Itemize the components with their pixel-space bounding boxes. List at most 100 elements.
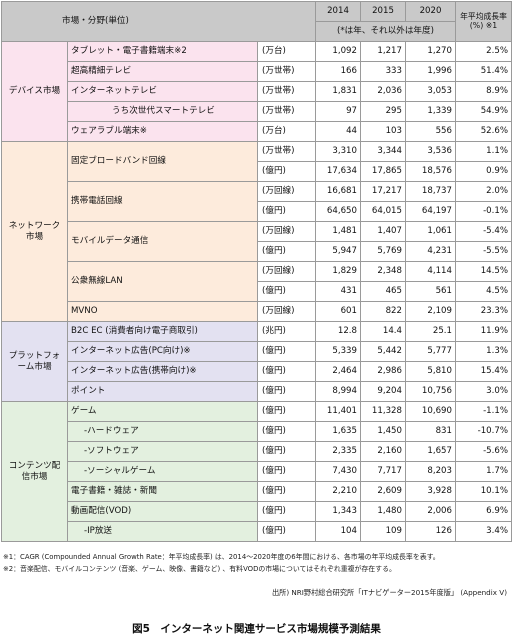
header-market-title: 市場・分野(単位) xyxy=(1,1,316,42)
item-name: 携帯電話回線 xyxy=(67,181,258,222)
value-2020: 561 xyxy=(405,281,456,302)
table-row: コンテンツ配信市場 ゲーム (億円) 11,401 11,328 10,690 -1.1% xyxy=(1,401,512,542)
header-year-2015: 2015 xyxy=(360,1,406,22)
value-cagr: 15.4% xyxy=(455,361,512,382)
value-2020: 64,197 xyxy=(405,201,456,222)
unit-cell: (億円) xyxy=(257,161,316,182)
value-2014: 1,092 xyxy=(315,41,361,62)
header-year-2020: 2020 xyxy=(405,1,456,22)
value-2015: 822 xyxy=(360,301,406,322)
value-2015: 465 xyxy=(360,281,406,302)
value-2020: 2,109 xyxy=(405,301,456,322)
value-2015: 103 xyxy=(360,121,406,142)
value-cagr: 10.1% xyxy=(455,481,512,502)
unit-cell: (億円) xyxy=(257,481,316,502)
unit-cell: (万世帯) xyxy=(257,141,316,162)
value-cagr: 0.9% xyxy=(455,161,512,182)
value-2020: 831 xyxy=(405,421,456,442)
value-2020: 1,270 xyxy=(405,41,456,62)
value-2015: 5,442 xyxy=(360,341,406,362)
header-year-2014: 2014 xyxy=(315,1,361,22)
unit-cell: (億円) xyxy=(257,361,316,382)
unit-cell: (万回線) xyxy=(257,261,316,282)
item-name: -ハードウェア xyxy=(67,421,258,442)
value-2020: 1,657 xyxy=(405,441,456,462)
table-row: 公衆無線LAN (万回線) 1,829 2,348 4,114 14.5% xyxy=(2,261,512,302)
table-row: 携帯電話回線 (万回線) 16,681 17,217 18,737 2.0% xyxy=(2,181,512,222)
value-2014: 7,430 xyxy=(315,461,361,482)
value-2014: 5,947 xyxy=(315,241,361,262)
value-2020: 1,996 xyxy=(405,61,456,82)
value-2015: 17,217 xyxy=(360,181,406,202)
item-name: インターネットテレビ xyxy=(67,81,258,102)
unit-cell: (万回線) xyxy=(257,221,316,242)
table-row: ウェアラブル端末※ (万台) 44 103 556 52.6% xyxy=(2,121,512,142)
value-cagr: -0.1% xyxy=(455,201,512,222)
value-2015: 1,480 xyxy=(360,501,406,522)
value-2020: 10,756 xyxy=(405,381,456,402)
value-cagr: -1.1% xyxy=(455,401,512,422)
header-cagr: 年平均成長率(%) ※1 xyxy=(455,1,512,42)
unit-cell: (億円) xyxy=(257,381,316,402)
item-name: B2C EC (消費者向け電子商取引) xyxy=(67,321,258,342)
value-2014: 1,343 xyxy=(315,501,361,522)
value-cagr: 3.4% xyxy=(455,521,512,542)
value-cagr: -10.7% xyxy=(455,421,512,442)
value-2020: 18,737 xyxy=(405,181,456,202)
unit-cell: (億円) xyxy=(257,441,316,462)
value-cagr: -5.4% xyxy=(455,221,512,242)
table-row: ネットワーク市場 固定ブロードバンド回線 (万世帯) 3,310 3,344 3,536 1… xyxy=(1,141,512,322)
value-2020: 8,203 xyxy=(405,461,456,482)
table-row: インターネット広告(PC向け)※ (億円) 5,339 5,442 5,777 1.3% xyxy=(2,341,512,362)
table-row: うち次世代スマートテレビ (万世帯) 97 295 1,339 54.9% xyxy=(2,101,512,122)
value-2020: 2,006 xyxy=(405,501,456,522)
value-cagr: 54.9% xyxy=(455,101,512,122)
unit-cell: (億円) xyxy=(257,201,316,222)
value-2020: 5,810 xyxy=(405,361,456,382)
item-name: -ソーシャルゲーム xyxy=(67,461,258,482)
unit-cell: (万世帯) xyxy=(257,81,316,102)
value-2015: 295 xyxy=(360,101,406,122)
value-cagr: -5.6% xyxy=(455,441,512,462)
header-year-note: (*は年、それ以外は年度) xyxy=(315,21,456,42)
content-category-label: コンテンツ配信市場 xyxy=(1,401,68,542)
unit-cell: (億円) xyxy=(257,521,316,542)
value-cagr: 1.1% xyxy=(455,141,512,162)
value-cagr: 3.0% xyxy=(455,381,512,402)
value-cagr: 51.4% xyxy=(455,61,512,82)
value-2015: 11,328 xyxy=(360,401,406,422)
unit-cell: (万世帯) xyxy=(257,61,316,82)
table-row: (億円) 431 465 561 4.5% xyxy=(2,281,512,302)
item-name: タブレット・電子書籍端末※2 xyxy=(67,41,258,62)
item-name: インターネット広告(PC向け)※ xyxy=(67,341,258,362)
value-2020: 10,690 xyxy=(405,401,456,422)
value-2015: 5,769 xyxy=(360,241,406,262)
value-2015: 9,204 xyxy=(360,381,406,402)
value-2020: 3,053 xyxy=(405,81,456,102)
value-2015: 2,348 xyxy=(360,261,406,282)
unit-cell: (万世帯) xyxy=(257,101,316,122)
value-cagr: -5.5% xyxy=(455,241,512,262)
footnote-1: ※1：CAGR (Compounded Annual Growth Rate：年… xyxy=(3,553,440,561)
value-cagr: 1.3% xyxy=(455,341,512,362)
table-row: プラットフォーム市場 B2C EC (消費者向け電子商取引) (兆円) 12.8 14.… xyxy=(1,321,512,402)
value-cagr: 8.9% xyxy=(455,81,512,102)
value-2020: 1,339 xyxy=(405,101,456,122)
footnote-2: ※2：音楽配信、モバイルコンテンツ (音楽、ゲーム、映像、書籍など) 、有料VO… xyxy=(3,565,396,573)
table-row: (億円) 17,634 17,865 18,576 0.9% xyxy=(2,161,512,182)
value-2014: 3,310 xyxy=(315,141,361,162)
value-cagr: 2.0% xyxy=(455,181,512,202)
value-2015: 7,717 xyxy=(360,461,406,482)
value-2015: 2,036 xyxy=(360,81,406,102)
value-2015: 109 xyxy=(360,521,406,542)
network-category-label: ネットワーク市場 xyxy=(1,141,68,322)
value-2014: 1,635 xyxy=(315,421,361,442)
unit-cell: (万回線) xyxy=(257,181,316,202)
item-name: ポイント xyxy=(67,381,258,402)
market-forecast-table: 市場・分野(単位) 2014 2015 2020 年平均成長率(%) ※1 (*… xyxy=(1,1,512,542)
value-2015: 14.4 xyxy=(360,321,406,342)
value-2015: 2,986 xyxy=(360,361,406,382)
value-2020: 126 xyxy=(405,521,456,542)
table-row: 超高精細テレビ (万世帯) 166 333 1,996 51.4% xyxy=(2,61,512,82)
table-row: 動画配信(VOD) (億円) 1,343 1,480 2,006 6.9% xyxy=(2,501,512,522)
